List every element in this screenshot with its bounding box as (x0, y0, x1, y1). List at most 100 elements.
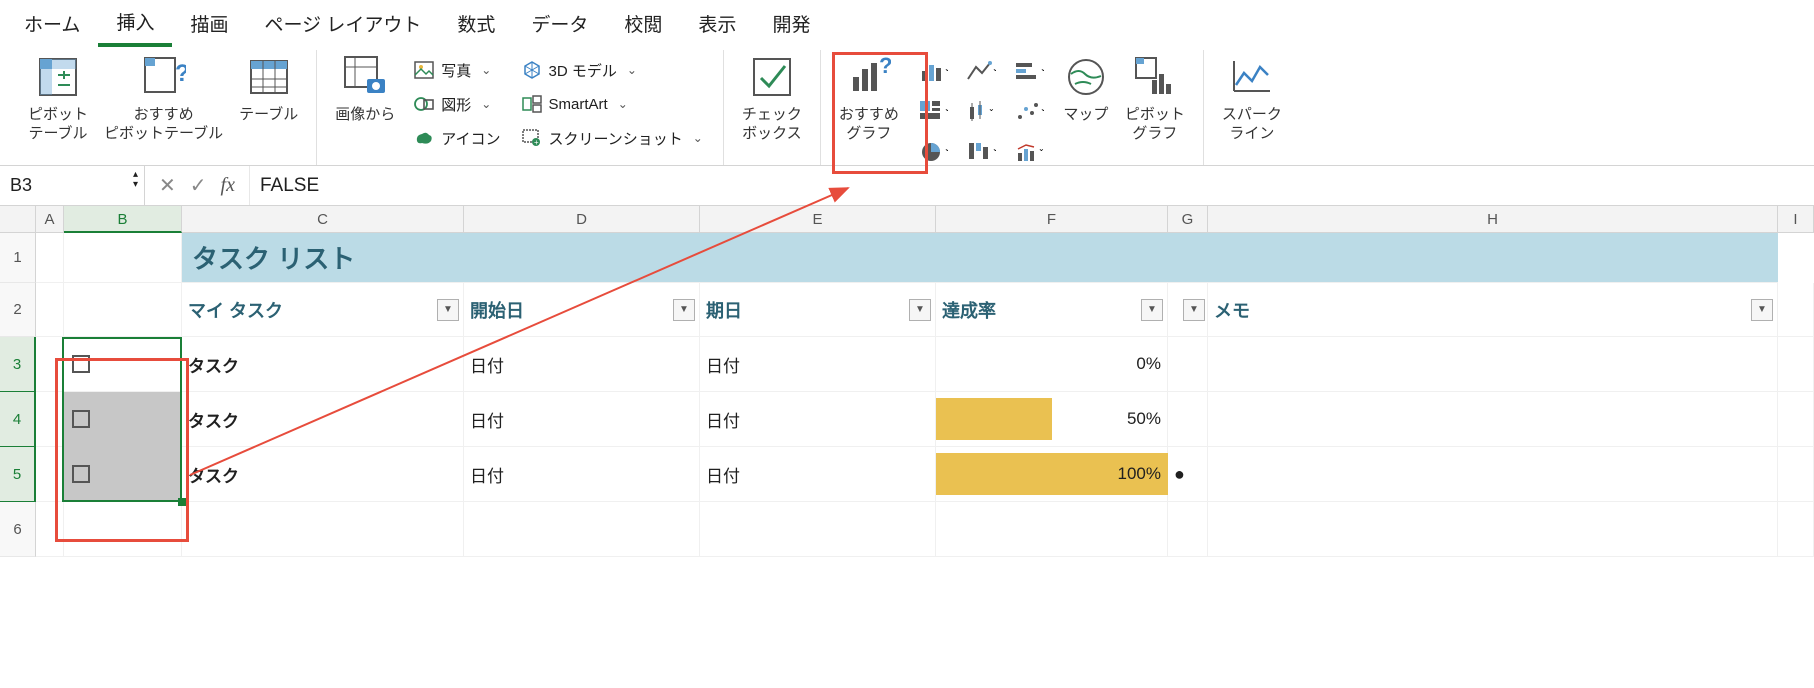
header-g[interactable]: ▼ (1168, 283, 1208, 337)
name-box[interactable]: B3 ▴▾ (0, 166, 145, 205)
cell-a5[interactable] (36, 447, 64, 502)
tab-pagelayout[interactable]: ページ レイアウト (246, 0, 439, 45)
waterfall-chart-button[interactable]: ⌄ (959, 134, 1003, 170)
filter-button[interactable]: ▼ (1141, 299, 1163, 321)
col-header-a[interactable]: A (36, 206, 64, 233)
image-from-button[interactable]: 画像から (327, 50, 403, 162)
checkbox-control[interactable] (72, 355, 90, 373)
header-memo[interactable]: メモ ▼ (1208, 283, 1778, 337)
cell-b1[interactable] (64, 233, 182, 283)
scatter-chart-button[interactable]: ⌄ (1007, 94, 1051, 130)
header-progress[interactable]: 達成率 ▼ (936, 283, 1168, 337)
tab-view[interactable]: 表示 (680, 0, 754, 45)
selection-handle[interactable] (178, 498, 186, 506)
col-header-c[interactable]: C (182, 206, 464, 233)
map-button[interactable]: マップ (1055, 50, 1117, 162)
col-header-g[interactable]: G (1168, 206, 1208, 233)
cell-b3[interactable] (64, 337, 182, 392)
shapes-button[interactable]: 図形 ⌄ (407, 88, 506, 120)
cell-i3[interactable] (1778, 337, 1814, 392)
col-header-d[interactable]: D (464, 206, 700, 233)
cell-c3[interactable]: タスク (182, 337, 464, 392)
cell-b2[interactable] (64, 283, 182, 337)
table-button[interactable]: テーブル (231, 50, 306, 162)
cell-f4[interactable]: 50% (936, 392, 1168, 447)
tab-draw[interactable]: 描画 (172, 0, 246, 45)
cell-h3[interactable] (1208, 337, 1778, 392)
cell-e4[interactable]: 日付 (700, 392, 936, 447)
cell-f6[interactable] (936, 502, 1168, 557)
column-chart-button[interactable]: ⌄ (911, 54, 955, 90)
photo-button[interactable]: 写真 ⌄ (407, 54, 506, 86)
tab-data[interactable]: データ (513, 0, 606, 45)
smartart-button[interactable]: SmartArt ⌄ (515, 88, 709, 120)
col-header-h[interactable]: H (1208, 206, 1778, 233)
row-header-6[interactable]: 6 (0, 502, 36, 557)
tab-home[interactable]: ホーム (6, 0, 98, 45)
filter-button[interactable]: ▼ (437, 299, 459, 321)
recommended-chart-button[interactable]: ? おすすめ グラフ (831, 50, 907, 162)
checkbox-control[interactable] (72, 410, 90, 428)
pie-chart-button[interactable]: ⌄ (911, 134, 955, 170)
checkbox-control[interactable] (72, 465, 90, 483)
tab-formulas[interactable]: 数式 (439, 0, 513, 45)
cell-e5[interactable]: 日付 (700, 447, 936, 502)
cell-i6[interactable] (1778, 502, 1814, 557)
icons-button[interactable]: アイコン (407, 122, 506, 154)
col-header-e[interactable]: E (700, 206, 936, 233)
worksheet[interactable]: A B C D E F G H I 1 タスク リスト 2 マイ タスク ▼ 開… (0, 206, 1814, 557)
title-cell[interactable]: タスク リスト (182, 233, 1778, 283)
cell-d3[interactable]: 日付 (464, 337, 700, 392)
line-chart-button[interactable]: ⌄ (959, 54, 1003, 90)
cell-c6[interactable] (182, 502, 464, 557)
name-box-stepper[interactable]: ▴▾ (133, 170, 138, 190)
cell-c4[interactable]: タスク (182, 392, 464, 447)
checkbox-button[interactable]: チェック ボックス (734, 50, 810, 162)
cell-f3[interactable]: 0% (936, 337, 1168, 392)
filter-button[interactable]: ▼ (673, 299, 695, 321)
row-header-5[interactable]: 5 (0, 447, 36, 502)
sparkline-button[interactable]: スパーク ライン (1214, 50, 1290, 162)
tab-insert[interactable]: 挿入 (98, 0, 172, 47)
cell-d4[interactable]: 日付 (464, 392, 700, 447)
header-start[interactable]: 開始日 ▼ (464, 283, 700, 337)
bar-chart-button[interactable]: ⌄ (1007, 54, 1051, 90)
row-header-2[interactable]: 2 (0, 283, 36, 337)
filter-button[interactable]: ▼ (1751, 299, 1773, 321)
cell-i2[interactable] (1778, 283, 1814, 337)
filter-button[interactable]: ▼ (1183, 299, 1205, 321)
stats-chart-button[interactable]: ⌄ (959, 94, 1003, 130)
cell-h4[interactable] (1208, 392, 1778, 447)
cell-d5[interactable]: 日付 (464, 447, 700, 502)
formula-input[interactable]: FALSE (249, 166, 1814, 205)
cell-e3[interactable]: 日付 (700, 337, 936, 392)
model3d-button[interactable]: 3D モデル ⌄ (515, 54, 709, 86)
cell-e6[interactable] (700, 502, 936, 557)
row-header-1[interactable]: 1 (0, 233, 36, 283)
select-all-corner[interactable] (0, 206, 36, 233)
tab-developer[interactable]: 開発 (754, 0, 828, 45)
combo-chart-button[interactable]: ⌄ (1007, 134, 1051, 170)
cell-g6[interactable] (1168, 502, 1208, 557)
cell-a3[interactable] (36, 337, 64, 392)
col-header-f[interactable]: F (936, 206, 1168, 233)
row-header-4[interactable]: 4 (0, 392, 36, 447)
cell-i5[interactable] (1778, 447, 1814, 502)
hierarchy-chart-button[interactable]: ⌄ (911, 94, 955, 130)
cell-a1[interactable] (36, 233, 64, 283)
enter-button[interactable]: ✓ (190, 173, 207, 198)
cell-a4[interactable] (36, 392, 64, 447)
cell-a6[interactable] (36, 502, 64, 557)
cell-h6[interactable] (1208, 502, 1778, 557)
tab-review[interactable]: 校閲 (606, 0, 680, 45)
cell-g4[interactable] (1168, 392, 1208, 447)
cell-h5[interactable] (1208, 447, 1778, 502)
cancel-button[interactable]: ✕ (159, 173, 176, 198)
pivot-chart-button[interactable]: ピボット グラフ (1117, 50, 1193, 162)
cell-d6[interactable] (464, 502, 700, 557)
row-header-3[interactable]: 3 (0, 337, 36, 392)
cell-g3[interactable] (1168, 337, 1208, 392)
recommended-pivot-button[interactable]: ? おすすめ ピボットテーブル (96, 50, 231, 162)
header-due[interactable]: 期日 ▼ (700, 283, 936, 337)
cell-f5[interactable]: 100% (936, 447, 1168, 502)
